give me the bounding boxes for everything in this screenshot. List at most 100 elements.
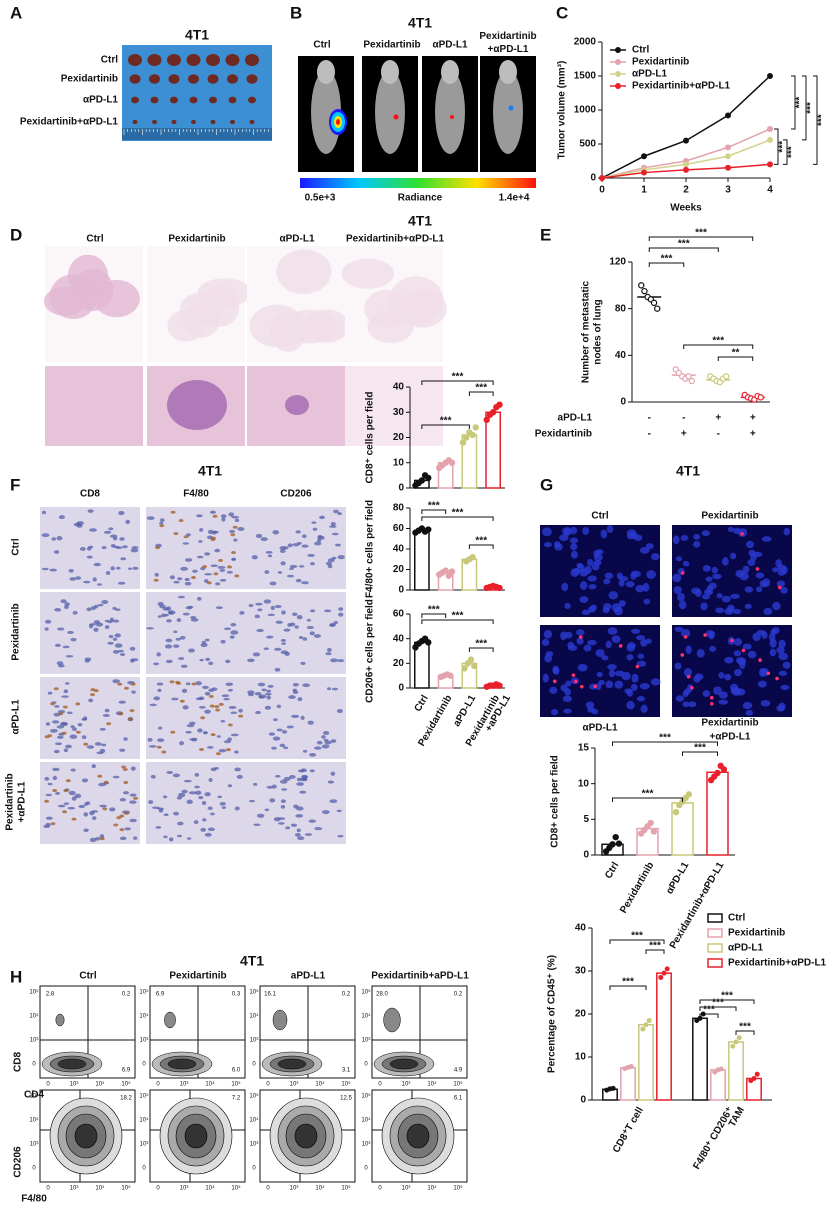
nucleus — [635, 584, 645, 593]
nucleus — [579, 596, 589, 604]
nucleus — [639, 682, 650, 690]
flow-tick: 10⁵ — [231, 1081, 241, 1088]
nucleus — [190, 618, 199, 622]
y-tick-label: 80 — [393, 503, 405, 514]
flow-tick: 10⁴ — [29, 1013, 39, 1020]
nucleus — [564, 688, 571, 696]
nucleus — [266, 695, 271, 700]
nucleus — [186, 837, 192, 840]
tumor — [227, 74, 238, 84]
stain — [230, 551, 236, 555]
nucleus — [117, 649, 124, 653]
nucleus — [227, 784, 233, 788]
sig-bracket — [468, 647, 494, 652]
cd8-cell — [579, 635, 583, 639]
nucleus — [154, 572, 159, 577]
cd8-cell — [690, 685, 694, 690]
sig-label: *** — [678, 239, 690, 250]
nucleus — [293, 804, 299, 809]
nucleus — [261, 688, 267, 692]
x-tick-label: αPD-L1 — [664, 860, 691, 896]
nucleus — [255, 710, 261, 715]
legend-swatch — [707, 928, 723, 938]
legend-label: Ctrl — [632, 45, 649, 56]
row-label: Pexidartinib — [535, 429, 592, 440]
stain — [176, 681, 182, 685]
nucleus — [755, 572, 765, 579]
flow-tick: 0 — [32, 1166, 36, 1172]
nucleus — [635, 634, 646, 641]
nucleus — [220, 514, 227, 519]
nucleus — [204, 792, 211, 797]
sig-label: *** — [778, 141, 789, 153]
y-tick-label: 0 — [398, 683, 404, 694]
nucleus — [219, 568, 226, 572]
flow-tick: 0 — [32, 1062, 36, 1068]
y-tick-label: 0 — [398, 585, 404, 596]
nucleus — [104, 708, 110, 713]
nucleus — [625, 581, 635, 588]
x-tick-label: 4 — [767, 185, 773, 196]
tumor — [170, 96, 178, 104]
flow-tick: 10⁴ — [427, 1185, 437, 1192]
point — [599, 175, 605, 181]
nucleus — [636, 696, 646, 702]
nucleus — [203, 731, 208, 734]
flow-tick: 10⁴ — [139, 1117, 149, 1124]
nucleus — [307, 720, 314, 725]
gate-value: 12.5 — [340, 1096, 352, 1102]
nucleus — [210, 564, 218, 567]
nucleus — [208, 777, 213, 783]
point — [425, 526, 432, 533]
nucleus — [267, 554, 273, 558]
cd8-cell — [579, 684, 584, 689]
tumor — [167, 54, 181, 66]
cd8-cell — [703, 633, 707, 637]
column-label: αPD-L1 — [432, 40, 467, 51]
point — [469, 431, 476, 439]
nucleus — [631, 673, 639, 683]
tumor — [149, 74, 160, 84]
nucleus — [601, 655, 609, 661]
sig-bracket — [468, 391, 494, 396]
y-axis-label: nodes of lung — [593, 299, 604, 365]
lung-lobe — [67, 254, 109, 298]
point — [767, 161, 773, 168]
nucleus — [280, 804, 286, 809]
bar — [485, 411, 501, 489]
nucleus — [643, 598, 651, 605]
flow-tick: 10³ — [180, 1082, 189, 1088]
mouse-head — [381, 60, 399, 84]
legend-label: Pexidartinib — [632, 57, 689, 68]
sig-bracket — [421, 509, 447, 514]
sig-bracket — [699, 1006, 737, 1011]
nucleus — [614, 680, 624, 689]
y-tick-label: 20 — [393, 658, 405, 669]
bar — [414, 529, 430, 591]
nucleus — [730, 683, 739, 692]
y-axis-label: CD8⁺ cells per field — [365, 392, 376, 484]
panel-label: A — [10, 3, 22, 22]
nucleus — [41, 567, 49, 571]
sig-label: *** — [703, 1005, 715, 1016]
nucleus — [280, 561, 286, 566]
nucleus — [216, 735, 221, 738]
nucleus — [234, 750, 239, 754]
nucleus — [234, 806, 240, 811]
nucleus — [188, 648, 195, 653]
y-tick-label: 0 — [590, 173, 596, 184]
y-axis-label: Number of metastatic — [581, 280, 592, 383]
nucleus — [270, 605, 275, 611]
axis-label: CD4 — [24, 1090, 44, 1101]
nucleus — [148, 745, 157, 748]
nucleus — [74, 793, 82, 799]
nucleus — [314, 827, 323, 831]
nucleus — [708, 630, 715, 640]
nucleus — [171, 697, 179, 701]
y-tick-label: 1000 — [574, 105, 597, 116]
x-tick-label: 3 — [725, 185, 731, 196]
panel-label: D — [10, 225, 22, 244]
nucleus — [577, 563, 585, 573]
flow-tick: 10³ — [402, 1082, 411, 1088]
bar — [728, 1041, 744, 1101]
